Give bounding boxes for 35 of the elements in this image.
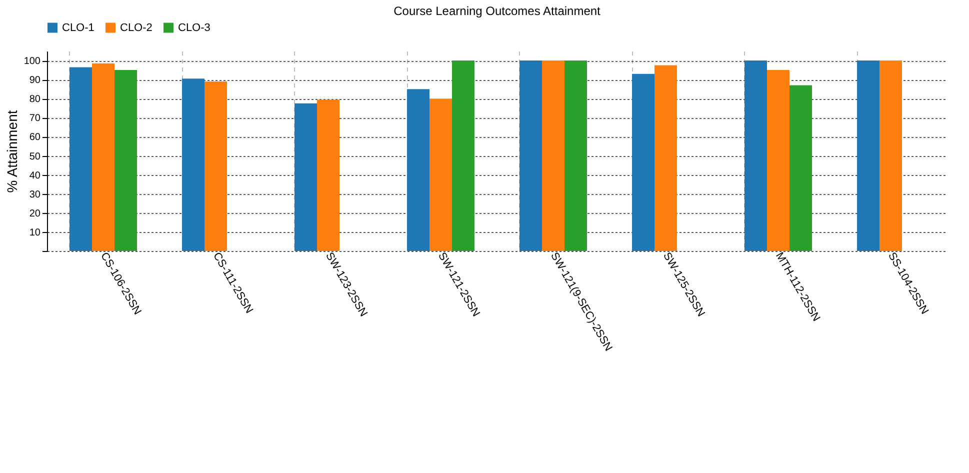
y-tick-label: 70 <box>29 113 41 124</box>
bar <box>182 78 204 251</box>
y-axis-title: % Attainment <box>4 110 20 193</box>
bar <box>790 85 812 251</box>
legend-label: CLO-1 <box>62 22 94 34</box>
y-tick-label: 100 <box>24 56 41 68</box>
bar <box>452 60 474 251</box>
bar <box>430 98 452 251</box>
bar <box>564 60 587 251</box>
bar <box>204 81 227 251</box>
y-tick-label: 80 <box>29 94 41 106</box>
y-tick-label: 30 <box>29 189 41 200</box>
y-tick-label: 50 <box>29 151 41 162</box>
bar <box>294 103 317 251</box>
bar <box>767 70 790 251</box>
bar <box>317 100 340 251</box>
y-tick-label: 60 <box>29 132 41 144</box>
y-tick-label: 10 <box>29 227 41 238</box>
bar <box>744 60 767 251</box>
y-tick-label: 20 <box>29 208 41 220</box>
bar <box>542 60 564 251</box>
bar <box>70 67 92 251</box>
y-tick-label: 40 <box>29 170 41 182</box>
bar <box>407 89 430 251</box>
legend-label: CLO-2 <box>120 22 152 34</box>
bar <box>92 63 114 251</box>
bar <box>114 70 137 251</box>
bar <box>632 74 654 251</box>
legend-label: CLO-3 <box>178 22 210 34</box>
chart-title: Course Learning Outcomes Attainment <box>394 4 602 18</box>
bar <box>880 60 902 251</box>
bar <box>857 60 880 251</box>
bar <box>520 60 542 251</box>
bar <box>654 65 677 251</box>
y-tick-label: 90 <box>29 75 41 86</box>
